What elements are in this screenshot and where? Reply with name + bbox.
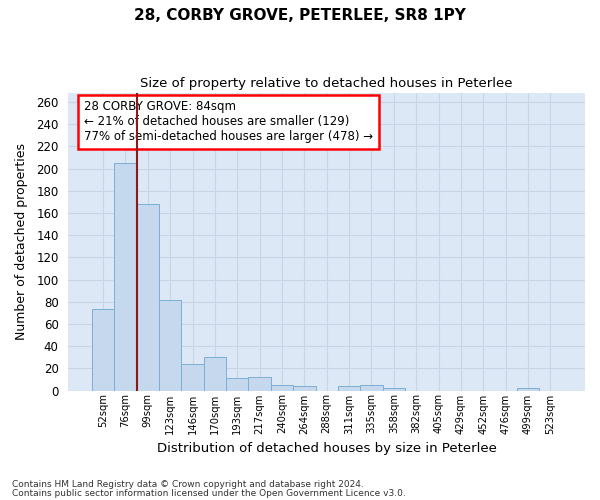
Title: Size of property relative to detached houses in Peterlee: Size of property relative to detached ho… [140,78,513,90]
Text: 28, CORBY GROVE, PETERLEE, SR8 1PY: 28, CORBY GROVE, PETERLEE, SR8 1PY [134,8,466,22]
Y-axis label: Number of detached properties: Number of detached properties [15,144,28,340]
Bar [248,377,271,390]
Bar [338,386,360,390]
Bar [226,378,248,390]
Bar [181,364,204,390]
Bar [137,204,159,390]
Bar [271,385,293,390]
X-axis label: Distribution of detached houses by size in Peterlee: Distribution of detached houses by size … [157,442,497,455]
Bar [159,300,181,390]
Text: Contains HM Land Registry data © Crown copyright and database right 2024.: Contains HM Land Registry data © Crown c… [12,480,364,489]
Bar [114,163,137,390]
Bar [204,357,226,390]
Bar [92,310,114,390]
Bar [383,388,405,390]
Text: Contains public sector information licensed under the Open Government Licence v3: Contains public sector information licen… [12,488,406,498]
Bar [293,386,316,390]
Text: 28 CORBY GROVE: 84sqm
← 21% of detached houses are smaller (129)
77% of semi-det: 28 CORBY GROVE: 84sqm ← 21% of detached … [84,100,373,144]
Bar [517,388,539,390]
Bar [360,385,383,390]
